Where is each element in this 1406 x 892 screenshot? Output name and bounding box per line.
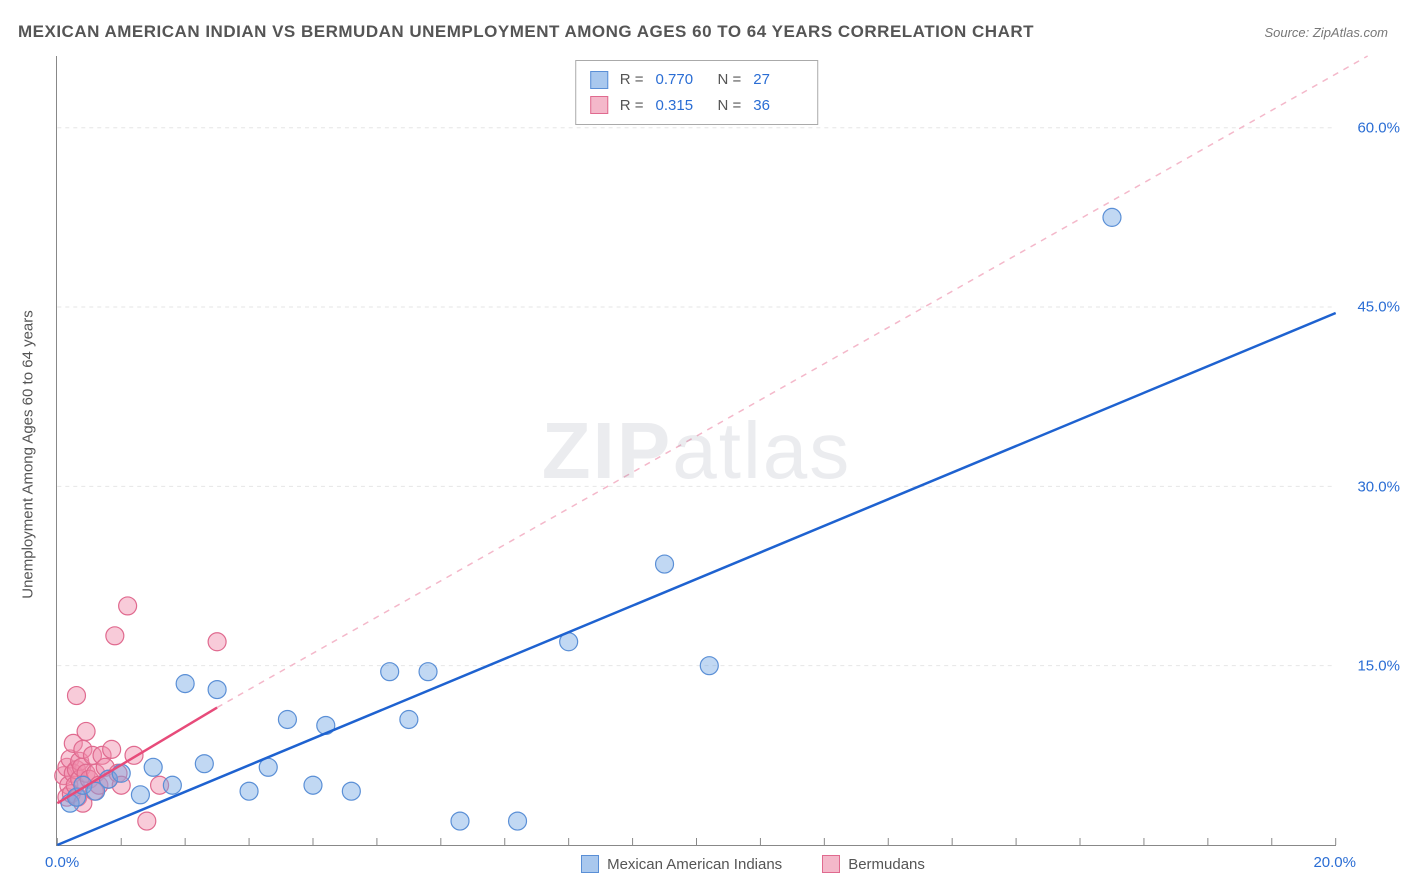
x-axis-origin-label: 0.0% [45, 854, 79, 871]
y-tick-label: 45.0% [1357, 299, 1400, 316]
data-point [163, 776, 181, 794]
data-point [381, 663, 399, 681]
data-point [195, 755, 213, 773]
data-point [106, 627, 124, 645]
data-point [342, 782, 360, 800]
y-axis-label: Unemployment Among Ages 60 to 64 years [20, 310, 37, 599]
legend-swatch [590, 71, 608, 89]
legend-series-label: Mexican American Indians [607, 856, 782, 873]
chart-container: MEXICAN AMERICAN INDIAN VS BERMUDAN UNEM… [0, 0, 1406, 892]
data-point [278, 710, 296, 728]
data-point [400, 710, 418, 728]
data-point [304, 776, 322, 794]
legend-r-value: 0.770 [656, 67, 706, 93]
plot-svg [57, 56, 1336, 845]
legend-correlation-row: R = 0.770 N = 27 [590, 67, 804, 93]
data-point [1103, 208, 1121, 226]
data-point [509, 812, 527, 830]
source-attribution: Source: ZipAtlas.com [1264, 25, 1388, 40]
legend-r-label: R = [620, 93, 644, 119]
legend-n-value: 27 [753, 67, 803, 93]
data-point [656, 555, 674, 573]
data-point [700, 657, 718, 675]
legend-n-label: N = [718, 93, 742, 119]
legend-swatch [581, 855, 599, 873]
legend-swatch [590, 96, 608, 114]
data-point [240, 782, 258, 800]
legend-r-label: R = [620, 67, 644, 93]
chart-title: MEXICAN AMERICAN INDIAN VS BERMUDAN UNEM… [18, 22, 1034, 42]
legend-series-label: Bermudans [848, 856, 925, 873]
trend-line [57, 313, 1335, 845]
data-point [208, 681, 226, 699]
data-point [112, 764, 130, 782]
y-tick-label: 15.0% [1357, 658, 1400, 675]
data-point [138, 812, 156, 830]
data-point [103, 740, 121, 758]
legend-correlation: R = 0.770 N = 27 R = 0.315 N = 36 [575, 60, 819, 125]
trend-extrapolation [217, 56, 1368, 708]
data-point [119, 597, 137, 615]
data-point [208, 633, 226, 651]
legend-series-item: Bermudans [822, 855, 925, 873]
data-point [131, 786, 149, 804]
data-point [451, 812, 469, 830]
legend-series-item: Mexican American Indians [581, 855, 782, 873]
legend-swatch [822, 855, 840, 873]
y-tick-label: 30.0% [1357, 478, 1400, 495]
scatter-plot: ZIPatlas R =0.770N =27R =0.315N =36 0.0%… [56, 56, 1336, 846]
data-point [419, 663, 437, 681]
legend-correlation-row: R = 0.315 N = 36 [590, 93, 804, 119]
data-point [67, 687, 85, 705]
legend-series: Mexican American Indians Bermudans [113, 855, 1393, 873]
data-point [144, 758, 162, 776]
data-point [176, 675, 194, 693]
legend-r-value: 0.315 [656, 93, 706, 119]
legend-n-label: N = [718, 67, 742, 93]
title-bar: MEXICAN AMERICAN INDIAN VS BERMUDAN UNEM… [18, 18, 1388, 46]
y-tick-label: 60.0% [1357, 119, 1400, 136]
legend-n-value: 36 [753, 93, 803, 119]
data-point [77, 722, 95, 740]
